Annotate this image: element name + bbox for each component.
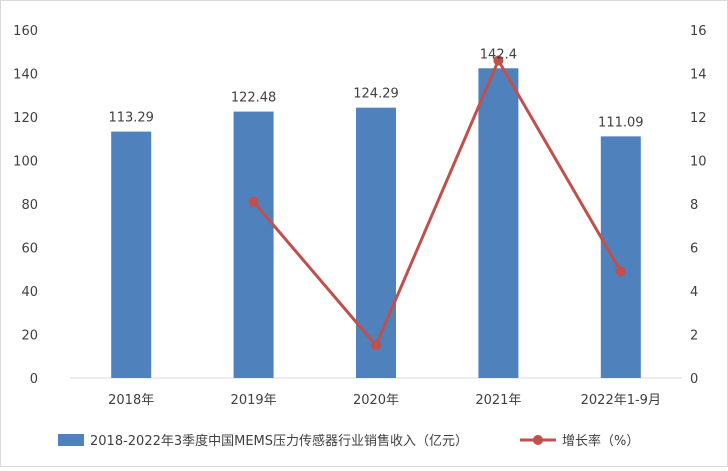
x-tick-label: 2022年1-9月 [581,393,661,408]
y-left-tick-label: 120 [13,111,38,126]
y-right-tick-label: 12 [690,111,707,126]
bar-data-label: 142.4 [480,47,517,62]
bar [233,111,274,378]
legend-line-label: 增长率（%） [562,433,639,449]
growth-point [371,340,381,351]
bar [111,131,152,378]
y-left-tick-label: 80 [21,198,38,213]
y-left-tick-label: 60 [21,242,38,257]
growth-point [248,196,259,207]
y-right-tick-label: 0 [690,372,698,387]
bar [478,68,519,378]
y-left-tick-label: 40 [21,285,38,300]
legend: 2018-2022年3季度中国MEMS压力传感器行业销售收入（亿元） 增长率（%） [58,433,639,449]
bar-data-label: 122.48 [231,91,277,106]
y-left-tick-label: 0 [30,372,38,387]
data-labels: 113.29 122.48 124.29 142.4 111.09 [108,47,643,130]
y-right-tick-label: 2 [690,329,698,344]
x-tick-label: 2019年 [231,393,277,408]
growth-point [493,55,504,66]
legend-line-marker [533,435,543,445]
bar-series [111,68,641,378]
y-left-tick-label: 20 [21,329,38,344]
bar [600,136,641,378]
y-right-tick-label: 16 [690,24,707,39]
growth-line [252,58,623,347]
y-left-tick-label: 140 [13,68,38,83]
y-left-tick-label: 160 [13,24,38,39]
y-right-tick-label: 4 [690,285,698,300]
growth-point [615,266,626,277]
line-series [248,55,626,351]
bar [356,107,396,378]
y-right-tick-label: 8 [690,198,698,213]
y-right-tick-label: 10 [690,155,707,170]
legend-bar-label: 2018-2022年3季度中国MEMS压力传感器行业销售收入（亿元） [90,433,468,449]
bar-data-label: 113.29 [108,111,154,126]
bar-data-label: 111.09 [598,115,644,130]
x-tick-label: 2021年 [475,393,521,408]
y-left-tick-label: 100 [13,155,38,170]
axes: 0 20 40 60 80 100 120 140 160 0 2 4 6 8 10 12 14 16 2018年 2… [13,24,706,408]
y-right-tick-label: 6 [690,242,698,257]
x-tick-label: 2018年 [108,393,154,408]
x-tick-label: 2020年 [353,393,399,408]
y-right-tick-label: 14 [690,68,707,83]
bar-data-label: 124.29 [353,87,399,102]
legend-bar-swatch [58,434,84,446]
